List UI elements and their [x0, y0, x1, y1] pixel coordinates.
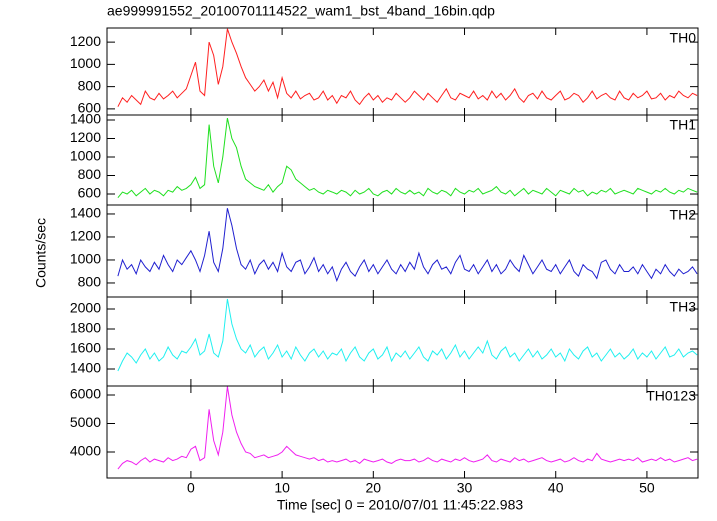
- x-tick-label: 40: [548, 480, 564, 496]
- y-tick-label: 1400: [70, 111, 101, 127]
- y-tick-label: 1000: [70, 251, 101, 267]
- panel-frame: [106, 114, 699, 206]
- y-tick-label: 1200: [70, 228, 101, 244]
- panel-label: TH1: [670, 117, 697, 133]
- light-curve: [117, 117, 698, 199]
- panel-label: TH0: [670, 30, 697, 46]
- y-tick-label: 2000: [70, 300, 101, 316]
- y-tick-label: 600: [78, 185, 102, 201]
- y-tick-label: 1000: [70, 55, 101, 71]
- panel-label: TH0123: [646, 388, 696, 404]
- y-tick-label: 4000: [70, 443, 101, 459]
- x-tick-label: 50: [639, 480, 655, 496]
- x-tick-label: 10: [274, 480, 290, 496]
- light-curve: [117, 386, 698, 470]
- chart-title: ae999991552_20100701114522_wam1_bst_4ban…: [107, 3, 495, 19]
- y-tick-label: 5000: [70, 414, 101, 430]
- y-axis-label: Counts/sec: [33, 218, 49, 288]
- x-tick-label: 0: [187, 480, 195, 496]
- panel-label: TH3: [670, 299, 697, 315]
- y-tick-label: 600: [78, 100, 102, 116]
- y-tick-label: 1400: [70, 360, 101, 376]
- light-curve: [117, 298, 698, 372]
- y-tick-label: 1000: [70, 148, 101, 164]
- x-axis-label: Time [sec] 0 = 2010/07/01 11:45:22.983: [277, 497, 524, 513]
- panel-frame: [106, 27, 699, 116]
- y-tick-label: 1600: [70, 340, 101, 356]
- light-curve: [117, 28, 698, 107]
- y-tick-label: 1200: [70, 33, 101, 49]
- y-tick-label: 1400: [70, 205, 101, 221]
- panel-label: TH2: [670, 207, 697, 223]
- x-tick-label: 20: [366, 480, 382, 496]
- panel-frame: [106, 204, 699, 298]
- light-curve: [117, 208, 698, 283]
- y-tick-label: 1800: [70, 320, 101, 336]
- y-tick-label: 800: [78, 77, 102, 93]
- x-tick-label: 30: [457, 480, 473, 496]
- panel-frame: [106, 296, 699, 387]
- panel-frame: [106, 385, 699, 479]
- y-tick-label: 1200: [70, 129, 101, 145]
- y-tick-label: 800: [78, 166, 102, 182]
- y-tick-label: 6000: [70, 386, 101, 402]
- y-tick-label: 800: [78, 274, 102, 290]
